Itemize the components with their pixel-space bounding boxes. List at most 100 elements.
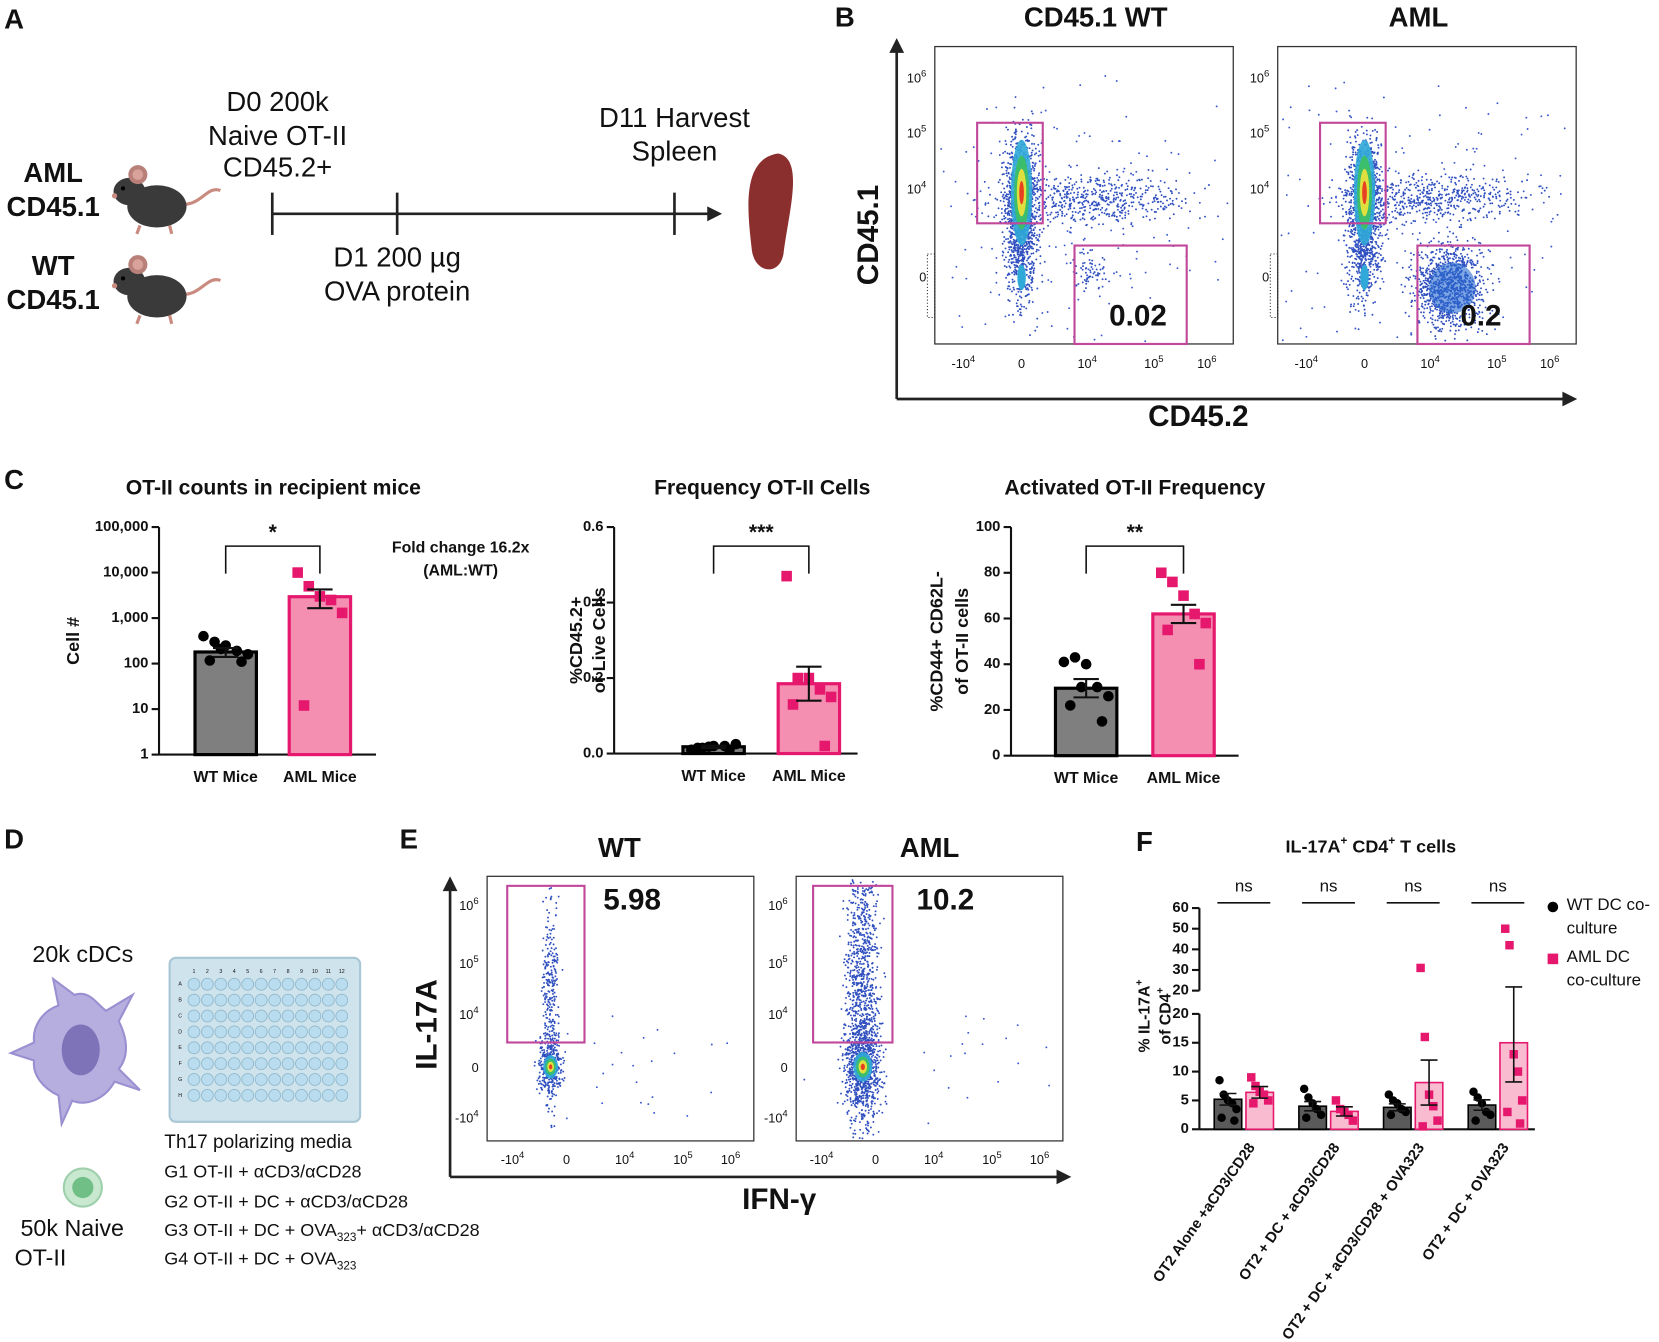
event-dot	[1080, 193, 1083, 196]
event-dot	[1141, 193, 1144, 196]
event-dot	[1397, 184, 1400, 187]
event-dot	[1026, 253, 1029, 256]
label: CD45.2	[1148, 400, 1248, 433]
event-dot	[1055, 202, 1058, 205]
event-dot	[1004, 150, 1007, 153]
event-dot	[1482, 177, 1485, 180]
event-dot	[1020, 296, 1023, 299]
event-dot	[1022, 251, 1025, 254]
label: CD45.1	[852, 185, 885, 285]
event-dot	[1423, 307, 1426, 310]
event-dot	[1498, 280, 1501, 283]
event-dot	[1008, 166, 1011, 169]
event-dot	[1038, 172, 1041, 175]
event-dot	[1004, 315, 1007, 318]
event-dot	[1064, 202, 1067, 205]
event-dot	[1057, 190, 1060, 193]
event-dot	[1092, 209, 1095, 212]
event-dot	[980, 246, 983, 249]
event-dot	[1103, 184, 1106, 187]
well	[254, 1009, 268, 1023]
event-dot	[1543, 189, 1546, 192]
event-dot	[1130, 172, 1132, 175]
event-dot	[1446, 188, 1449, 191]
event-dot	[1316, 272, 1319, 275]
event-dot	[1008, 273, 1011, 276]
event-dot	[1426, 299, 1429, 302]
event-dot	[1156, 207, 1159, 210]
event-dot	[1397, 191, 1400, 194]
event-dot	[1001, 162, 1004, 165]
event-dot	[1368, 289, 1371, 292]
event-dot	[1439, 250, 1441, 253]
event-dot	[1370, 283, 1373, 286]
event-dot	[1124, 214, 1127, 217]
event-dot	[1470, 263, 1473, 266]
event-dot	[1098, 183, 1101, 186]
event-dot	[1017, 257, 1020, 260]
event-dot	[1441, 327, 1444, 330]
event-dot	[1030, 267, 1033, 270]
event-dot	[1162, 202, 1164, 205]
event-dot	[1008, 285, 1011, 288]
event-dot	[1031, 240, 1034, 243]
event-dot	[1019, 311, 1022, 314]
event-dot	[1049, 213, 1052, 216]
event-dot	[1103, 258, 1106, 261]
event-dot	[1081, 251, 1083, 254]
event-dot	[1410, 268, 1413, 271]
event-dot	[1079, 251, 1082, 254]
event-dot	[1376, 211, 1379, 214]
event-dot	[1089, 249, 1092, 252]
flow-tick-label: 105	[1144, 354, 1163, 371]
event-dot	[1403, 212, 1406, 215]
event-dot	[1349, 311, 1352, 313]
event-dot	[1090, 226, 1093, 229]
event-dot	[1063, 200, 1065, 203]
event-dot	[1363, 245, 1365, 248]
event-dot	[1131, 286, 1134, 289]
label: D1 200 µg	[333, 242, 460, 273]
event-dot	[1144, 271, 1147, 274]
event-dot	[1093, 200, 1096, 203]
event-dot	[1150, 185, 1152, 188]
event-dot	[1002, 193, 1005, 196]
event-dot	[1031, 213, 1034, 216]
event-dot	[1350, 201, 1352, 203]
event-dot	[1394, 209, 1397, 212]
event-dot	[1002, 152, 1005, 154]
event-dot	[1413, 183, 1416, 186]
event-dot	[1374, 229, 1376, 232]
event-dot	[1013, 273, 1016, 276]
event-dot	[1007, 241, 1010, 244]
event-dot	[1067, 176, 1070, 179]
event-dot	[1071, 186, 1074, 189]
event-dot	[1509, 256, 1512, 259]
event-dot	[1540, 115, 1543, 118]
event-dot	[1426, 267, 1429, 270]
event-dot	[1108, 215, 1111, 218]
tick-base: 10	[907, 127, 921, 141]
event-dot	[1402, 206, 1405, 209]
event-dot	[1038, 235, 1041, 238]
event-dot	[1085, 280, 1088, 283]
event-dot	[1082, 252, 1085, 255]
event-dot	[1345, 244, 1348, 247]
plate-row: G	[178, 1077, 182, 1083]
event-dot	[1180, 207, 1183, 210]
event-dot	[995, 256, 998, 259]
event-dot	[1031, 112, 1034, 115]
event-dot	[1508, 209, 1511, 212]
event-dot	[1032, 247, 1035, 250]
event-dot	[1113, 214, 1116, 217]
event-dot	[1546, 114, 1549, 117]
event-dot	[1476, 260, 1479, 263]
event-dot	[1345, 193, 1348, 196]
event-dot	[991, 247, 994, 250]
flow-tick-label: 105	[907, 123, 926, 140]
event-dot	[1001, 195, 1004, 198]
event-dot	[1189, 210, 1191, 213]
event-dot	[1559, 174, 1562, 177]
event-dot	[1084, 287, 1087, 290]
event-dot	[981, 212, 984, 215]
